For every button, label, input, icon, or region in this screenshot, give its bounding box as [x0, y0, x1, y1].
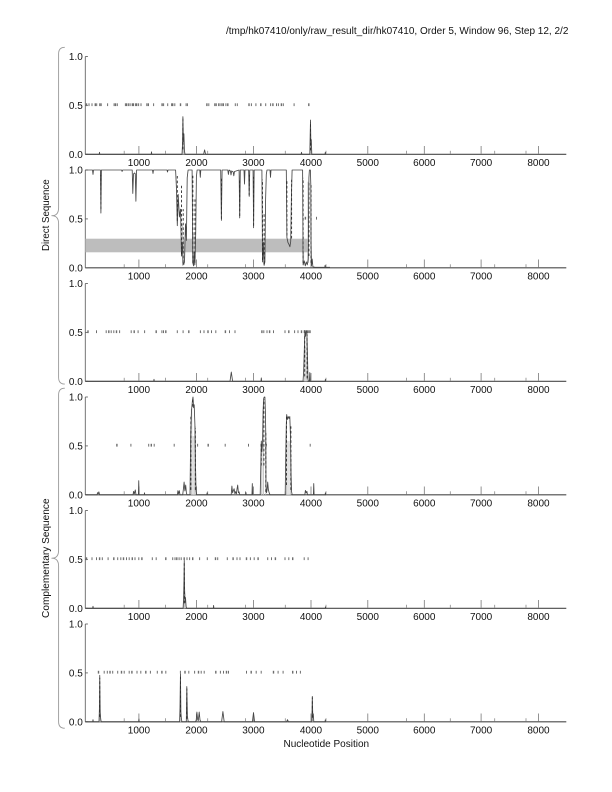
svg-text:3000: 3000: [242, 158, 265, 169]
svg-text:8000: 8000: [527, 725, 550, 736]
svg-text:3000: 3000: [242, 612, 265, 623]
svg-text:3000: 3000: [242, 385, 265, 396]
svg-text:0.5: 0.5: [69, 442, 83, 453]
svg-text:0.0: 0.0: [69, 150, 83, 161]
svg-text:7000: 7000: [470, 158, 493, 169]
svg-text:0.5: 0.5: [69, 328, 83, 339]
svg-text:7000: 7000: [470, 725, 493, 736]
svg-text:6000: 6000: [413, 498, 436, 509]
svg-text:Nucleotide Position: Nucleotide Position: [283, 739, 369, 750]
svg-text:2000: 2000: [185, 158, 208, 169]
svg-text:1000: 1000: [128, 725, 151, 736]
svg-text:8000: 8000: [527, 612, 550, 623]
svg-text:0.0: 0.0: [69, 717, 83, 728]
svg-text:0.0: 0.0: [69, 263, 83, 274]
svg-text:1000: 1000: [128, 612, 151, 623]
svg-text:6000: 6000: [413, 612, 436, 623]
svg-text:5000: 5000: [357, 498, 380, 509]
svg-text:2000: 2000: [185, 612, 208, 623]
svg-text:0.5: 0.5: [69, 215, 83, 226]
svg-text:/tmp/hk07410/only/raw_result_d: /tmp/hk07410/only/raw_result_dir/hk07410…: [226, 26, 569, 37]
svg-text:5000: 5000: [357, 385, 380, 396]
svg-text:1.0: 1.0: [69, 52, 83, 63]
svg-text:1.0: 1.0: [69, 166, 83, 177]
svg-text:0.5: 0.5: [69, 101, 83, 112]
svg-text:2000: 2000: [185, 271, 208, 282]
svg-text:0.5: 0.5: [69, 555, 83, 566]
svg-text:Complementary Sequence: Complementary Sequence: [41, 498, 52, 618]
svg-text:6000: 6000: [413, 725, 436, 736]
svg-text:1.0: 1.0: [69, 279, 83, 290]
svg-text:1000: 1000: [128, 498, 151, 509]
svg-text:4000: 4000: [300, 725, 323, 736]
svg-text:7000: 7000: [470, 498, 493, 509]
svg-text:5000: 5000: [357, 612, 380, 623]
svg-text:7000: 7000: [470, 271, 493, 282]
svg-text:6000: 6000: [413, 271, 436, 282]
svg-text:2000: 2000: [185, 498, 208, 509]
svg-text:4000: 4000: [300, 612, 323, 623]
svg-text:Direct Sequence: Direct Sequence: [41, 179, 52, 251]
svg-text:0.0: 0.0: [69, 377, 83, 388]
svg-text:4000: 4000: [300, 498, 323, 509]
svg-text:1.0: 1.0: [69, 393, 83, 404]
svg-text:5000: 5000: [357, 725, 380, 736]
svg-text:8000: 8000: [527, 271, 550, 282]
svg-text:3000: 3000: [242, 725, 265, 736]
svg-text:2000: 2000: [185, 385, 208, 396]
svg-text:3000: 3000: [242, 498, 265, 509]
svg-text:6000: 6000: [413, 158, 436, 169]
svg-text:2000: 2000: [185, 725, 208, 736]
svg-text:7000: 7000: [470, 612, 493, 623]
svg-text:1.0: 1.0: [69, 506, 83, 517]
svg-text:4000: 4000: [300, 385, 323, 396]
svg-text:1.0: 1.0: [69, 620, 83, 631]
svg-text:0.0: 0.0: [69, 604, 83, 615]
svg-text:0.0: 0.0: [69, 490, 83, 501]
svg-text:5000: 5000: [357, 271, 380, 282]
svg-text:4000: 4000: [300, 271, 323, 282]
svg-text:8000: 8000: [527, 498, 550, 509]
svg-text:1000: 1000: [128, 158, 151, 169]
svg-text:6000: 6000: [413, 385, 436, 396]
svg-text:1000: 1000: [128, 271, 151, 282]
svg-text:3000: 3000: [242, 271, 265, 282]
svg-text:1000: 1000: [128, 385, 151, 396]
svg-text:0.5: 0.5: [69, 669, 83, 680]
svg-text:5000: 5000: [357, 158, 380, 169]
svg-text:4000: 4000: [300, 158, 323, 169]
svg-text:8000: 8000: [527, 158, 550, 169]
svg-text:8000: 8000: [527, 385, 550, 396]
svg-text:7000: 7000: [470, 385, 493, 396]
